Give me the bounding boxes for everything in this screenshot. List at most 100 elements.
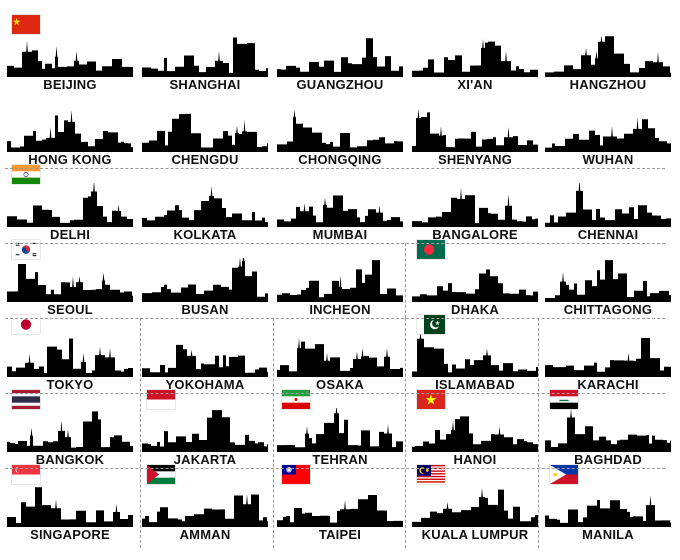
city-cell: BEIJING: [5, 15, 135, 92]
skyline-shape: [277, 260, 403, 302]
city-name: HANGZHOU: [569, 77, 647, 92]
city-name: YOKOHAMA: [165, 377, 245, 392]
skyline-silhouette: [545, 35, 671, 77]
city-cell: OSAKA: [275, 315, 405, 392]
skyline-silhouette: [277, 38, 403, 77]
ground-line: [7, 150, 133, 152]
skyline-silhouette: [7, 411, 133, 452]
city-name: OSAKA: [316, 377, 364, 392]
city-name: SEOUL: [47, 302, 93, 317]
city-cell: CHENGDU: [140, 90, 270, 167]
city-name: SINGAPORE: [30, 527, 110, 542]
philippines-flag-icon: [550, 465, 578, 484]
city-name: CHENNAI: [577, 227, 639, 242]
skyline-shape: [142, 494, 268, 527]
skyline-shape: [545, 35, 671, 77]
city-name: BANGALORE: [432, 227, 518, 242]
ground-line: [412, 450, 538, 452]
skyline-shape: [412, 487, 538, 527]
divider-line: [5, 243, 665, 244]
thailand-flag-icon: [12, 390, 40, 409]
city-name: AMMAN: [179, 527, 231, 542]
skyline-silhouette: [277, 337, 403, 377]
skyline-shape: [277, 494, 403, 527]
city-name: KOLKATA: [173, 227, 237, 242]
ground-line: [277, 75, 403, 77]
skyline-silhouette: [7, 487, 133, 527]
skyline-silhouette: [142, 37, 268, 77]
city-cell: YOKOHAMA: [140, 315, 270, 392]
city-cell: TEHRAN: [275, 390, 405, 467]
city-cell: CHENNAI: [543, 165, 673, 242]
skyline-silhouette: [7, 263, 133, 302]
ground-line: [545, 375, 671, 377]
skyline-silhouette: [545, 183, 671, 227]
skyline-silhouette: [412, 108, 538, 152]
pakistan-flag-icon: [417, 315, 445, 334]
skyline-shape: [412, 108, 538, 152]
skyline-shape: [142, 344, 268, 377]
city-cell: MANILA: [543, 465, 673, 542]
indonesia-flag-icon: [147, 390, 175, 409]
skyline-shape: [545, 337, 671, 377]
city-name: HONG KONG: [28, 152, 112, 167]
city-cell: KUALA LUMPUR: [410, 465, 540, 542]
city-name: GUANGZHOU: [296, 77, 384, 92]
city-cell: SEOUL: [5, 240, 135, 317]
ground-line: [412, 150, 538, 152]
skyline-silhouette: [277, 195, 403, 227]
skyline-silhouette: [545, 495, 671, 527]
ground-line: [412, 75, 538, 77]
skyline-shape: [7, 263, 133, 302]
ground-line: [142, 450, 268, 452]
city-name: ISLAMABAD: [435, 377, 515, 392]
city-name: BAGHDAD: [574, 452, 642, 467]
skyline-silhouette: [142, 344, 268, 377]
city-cell: HANOI: [410, 390, 540, 467]
city-cell: KOLKATA: [140, 165, 270, 242]
skyline-shape: [412, 38, 538, 77]
skyline-shape: [7, 338, 133, 377]
ground-line: [545, 225, 671, 227]
japan-flag-icon: [12, 315, 40, 334]
divider-line: [5, 318, 665, 319]
city-cell: DELHI: [5, 165, 135, 242]
skyline-shape: [277, 195, 403, 227]
skyline-shape: [142, 185, 268, 227]
skyline-shape: [142, 113, 268, 152]
skyline-shape: [7, 109, 133, 152]
ground-line: [7, 75, 133, 77]
skyline-silhouette: [545, 260, 671, 302]
skyline-silhouette: [7, 183, 133, 227]
city-cell: SHENYANG: [410, 90, 540, 167]
skyline-silhouette: [142, 494, 268, 527]
ground-line: [412, 375, 538, 377]
ground-line: [277, 375, 403, 377]
skyline-shape: [545, 117, 671, 152]
city-cell: CHITTAGONG: [543, 240, 673, 317]
skyline-silhouette: [412, 269, 538, 302]
city-cell: GUANGZHOU: [275, 15, 405, 92]
city-cell: BAGHDAD: [543, 390, 673, 467]
city-cell: BANGALORE: [410, 165, 540, 242]
skyline-silhouette: [412, 333, 538, 377]
skyline-silhouette: [142, 410, 268, 452]
divider-line: [5, 468, 665, 469]
skyline-silhouette: [412, 38, 538, 77]
ground-line: [142, 75, 268, 77]
ground-line: [545, 300, 671, 302]
ground-line: [142, 150, 268, 152]
city-name: INCHEON: [309, 302, 371, 317]
city-name: HANOI: [453, 452, 497, 467]
skyline-silhouette: [412, 188, 538, 227]
city-cell: TAIPEI: [275, 465, 405, 542]
city-name: CHITTAGONG: [563, 302, 653, 317]
skyline-silhouette: [7, 338, 133, 377]
city-cell: MUMBAI: [275, 165, 405, 242]
city-cell: XI'AN: [410, 15, 540, 92]
city-name: TAIPEI: [318, 527, 362, 542]
city-cell: TOKYO: [5, 315, 135, 392]
skyline-shape: [7, 40, 133, 77]
skyline-silhouette: [7, 40, 133, 77]
